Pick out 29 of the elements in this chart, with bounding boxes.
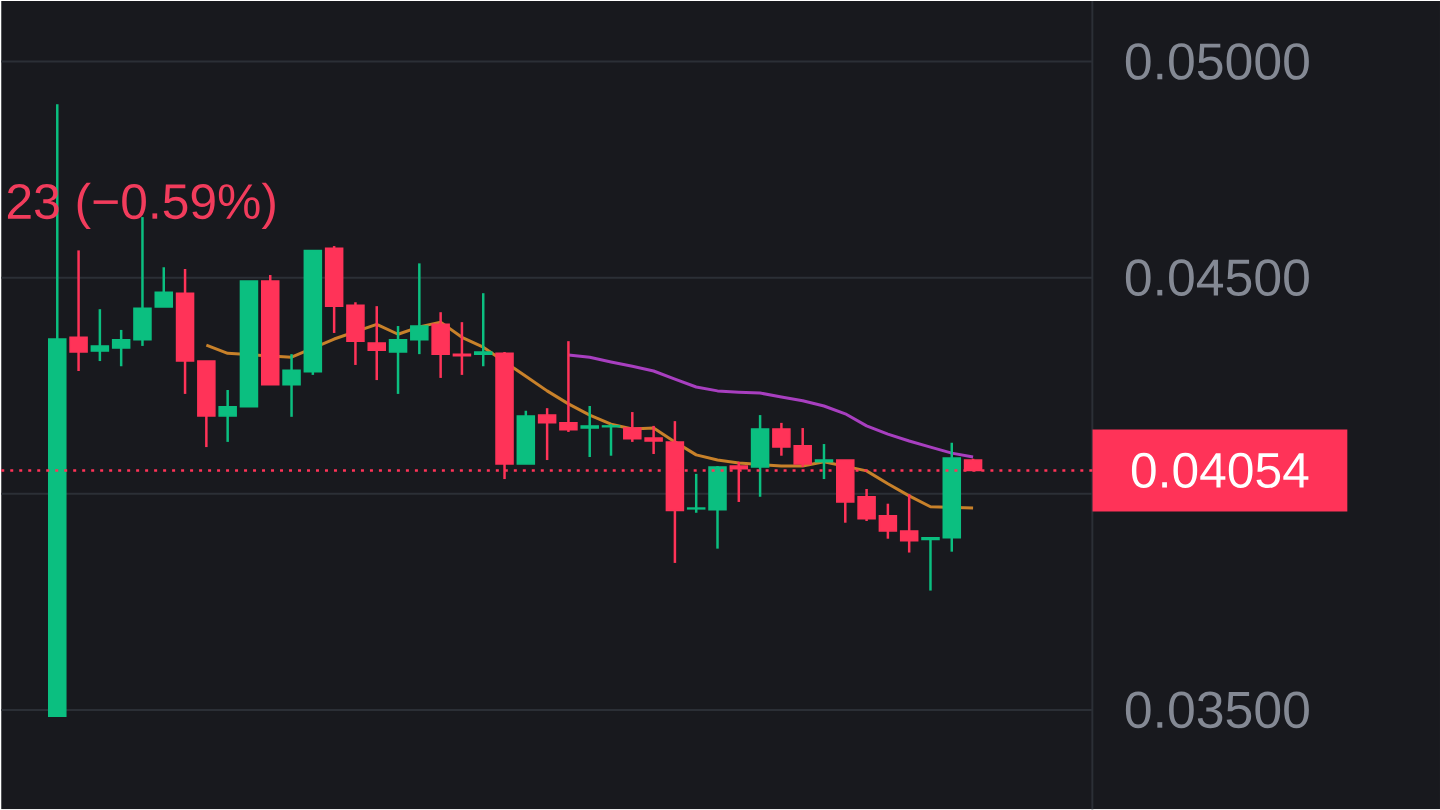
y-tick-label: 0.05000 <box>1125 43 1309 80</box>
candlestick <box>623 410 642 443</box>
candlestick <box>69 249 88 373</box>
candlestick <box>410 261 429 356</box>
candlestick <box>814 442 834 481</box>
candlestick <box>90 307 110 363</box>
candlestick <box>878 502 898 540</box>
candlestick <box>601 422 621 457</box>
candlestick <box>644 424 663 456</box>
candlestick <box>772 421 791 457</box>
y-tick-label: 0.04500 <box>1125 259 1309 296</box>
candlestick <box>218 388 237 443</box>
candlestick <box>921 536 940 592</box>
y-tick-label: 0.03500 <box>1125 691 1309 729</box>
candlestick <box>580 404 599 459</box>
ref-line-label: 0.04054 <box>1131 452 1309 488</box>
candlestick <box>111 328 131 368</box>
candlestick <box>282 352 301 418</box>
candlestick <box>793 426 812 469</box>
candlestick <box>452 320 472 376</box>
candlestick <box>537 406 557 462</box>
candlestick <box>899 492 919 554</box>
candlestick <box>559 339 578 434</box>
candlestick <box>473 291 493 368</box>
candlestick <box>154 265 174 309</box>
candlestick <box>686 472 706 514</box>
candlestick <box>367 304 387 382</box>
candlestick <box>857 487 876 523</box>
candlestick <box>388 324 408 396</box>
